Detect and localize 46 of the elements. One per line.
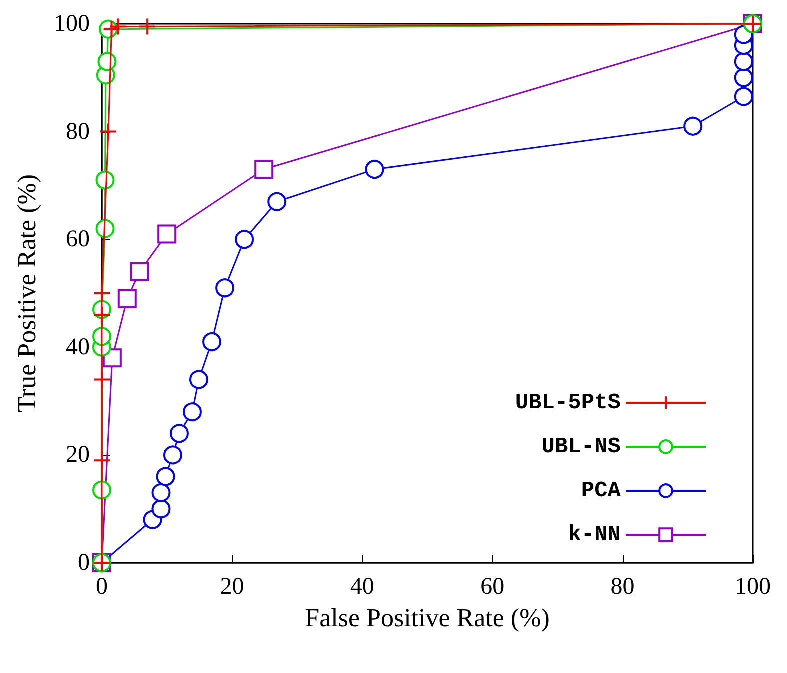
x-tick-label: 100 xyxy=(735,574,771,600)
y-tick-label: 40 xyxy=(66,334,90,360)
point xyxy=(734,52,754,72)
y-tick-label: 80 xyxy=(66,118,90,145)
y-tick-label: 60 xyxy=(66,226,90,253)
point xyxy=(202,332,222,352)
y-tick-label: 20 xyxy=(66,442,90,468)
x-axis-title: False Positive Rate (%) xyxy=(305,604,550,632)
point xyxy=(734,87,754,106)
point xyxy=(158,224,177,244)
legend-label: PCA xyxy=(581,478,622,504)
point xyxy=(152,500,171,519)
point xyxy=(138,18,157,36)
point xyxy=(118,289,137,308)
point xyxy=(170,424,189,444)
point xyxy=(102,20,121,38)
point xyxy=(93,284,111,302)
point xyxy=(130,262,150,282)
point xyxy=(93,370,111,389)
point xyxy=(235,230,254,250)
x-tick-label: 60 xyxy=(480,574,505,600)
x-tick-label: 80 xyxy=(610,574,635,600)
legend-label: UBL-5PtS xyxy=(515,390,621,416)
point xyxy=(100,122,118,141)
point xyxy=(684,116,703,136)
legend-label: UBL-NS xyxy=(542,434,621,460)
point xyxy=(109,18,128,36)
point xyxy=(268,192,287,212)
point xyxy=(152,483,171,502)
point xyxy=(734,68,754,88)
point xyxy=(93,452,111,470)
y-tick-label: 0 xyxy=(78,550,90,576)
legend-label: k-NN xyxy=(568,522,621,548)
point xyxy=(216,278,235,298)
point xyxy=(365,160,384,180)
point xyxy=(190,370,208,390)
point xyxy=(254,160,274,180)
point xyxy=(183,402,202,422)
x-tick-label: 20 xyxy=(220,574,244,600)
point xyxy=(93,306,111,324)
x-tick-label: 40 xyxy=(350,574,374,600)
y-tick-label: 100 xyxy=(54,11,90,37)
y-axis-title: True Positive Rate (%) xyxy=(12,174,42,413)
x-tick-label: 0 xyxy=(96,574,108,600)
point xyxy=(156,467,176,486)
point xyxy=(163,446,182,465)
